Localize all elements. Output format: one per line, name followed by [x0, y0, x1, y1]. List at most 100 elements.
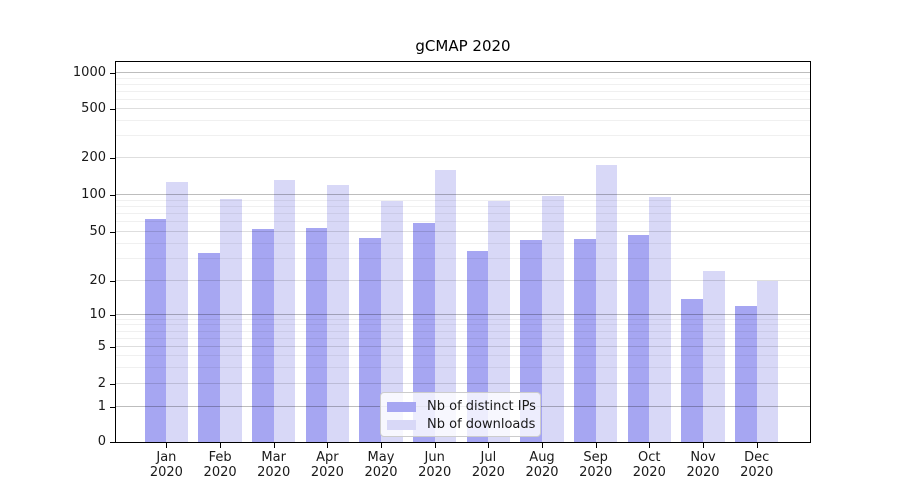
gridline-300 [116, 135, 810, 137]
y-tick-100 [110, 195, 115, 196]
chart-title: gCMAP 2020 [415, 37, 511, 55]
y-tick-label-1: 1 [97, 399, 106, 414]
y-tick-label-2: 2 [97, 376, 106, 391]
legend-swatch-distinct-ips [387, 401, 416, 412]
gridline-90 [116, 199, 810, 201]
y-tick-1000 [110, 73, 115, 74]
bar-distinct-ips-nov [681, 298, 703, 442]
y-tick-label-200: 200 [81, 150, 106, 165]
legend: Nb of distinct IPs Nb of downloads [380, 392, 541, 437]
bar-distinct-ips-may [359, 237, 382, 442]
x-tick-apr [327, 443, 329, 448]
x-tick-dec [756, 443, 758, 448]
y-tick-0 [110, 442, 115, 443]
x-tick-jan [166, 443, 168, 448]
gridline-60 [116, 221, 810, 223]
bar-downloads-mar [273, 179, 296, 442]
gridline-4 [116, 355, 810, 356]
gridline-600 [116, 98, 810, 100]
grid-layer [116, 62, 810, 442]
x-tick-oct [649, 443, 651, 448]
gridline-80 [116, 205, 810, 207]
gridline-7 [116, 330, 810, 332]
x-tick-label-nov: Nov 2020 [686, 450, 720, 480]
gridline-400 [116, 119, 810, 121]
bar-downloads-aug [542, 195, 564, 442]
bar-downloads-jun [434, 169, 457, 442]
y-tick-50 [110, 232, 115, 233]
x-tick-feb [220, 443, 222, 448]
gridline-900 [116, 77, 810, 79]
y-tick-2 [110, 384, 115, 385]
gridline-40 [116, 242, 810, 244]
gridline-30 [116, 258, 810, 260]
x-tick-may [381, 443, 382, 448]
x-tick-nov [703, 443, 704, 448]
x-tick-jun [434, 443, 436, 448]
bar-distinct-ips-mar [252, 228, 274, 442]
x-tick-sep [595, 443, 597, 448]
legend-label-downloads: Nb of downloads [427, 416, 536, 432]
gridline-10 [116, 314, 810, 315]
bar-downloads-oct [649, 196, 672, 442]
gridline-1000 [116, 72, 810, 73]
bar-downloads-nov [703, 271, 725, 442]
y-tick-label-50: 50 [89, 224, 106, 239]
gridline-5 [116, 346, 810, 347]
x-tick-mar [273, 443, 275, 448]
bars-layer [116, 62, 810, 442]
y-tick-label-500: 500 [81, 101, 106, 116]
bar-downloads-sep [595, 165, 618, 442]
y-tick-20 [110, 281, 115, 282]
bar-downloads-apr [327, 185, 350, 442]
x-tick-label-may: May 2020 [364, 450, 398, 480]
gridline-2 [116, 383, 810, 384]
bar-downloads-dec [756, 281, 779, 442]
gridline-8 [116, 324, 810, 326]
gridline-100 [116, 194, 810, 195]
y-tick-1 [110, 407, 115, 408]
x-tick-label-oct: Oct 2020 [632, 450, 666, 480]
x-tick-label-aug: Aug 2020 [525, 450, 559, 480]
y-tick-5 [110, 347, 115, 348]
bar-distinct-ips-aug [520, 240, 542, 442]
x-tick-label-sep: Sep 2020 [579, 450, 613, 480]
y-tick-10 [110, 315, 115, 316]
bar-downloads-may [381, 200, 403, 442]
bar-distinct-ips-apr [305, 227, 328, 442]
x-tick-label-jan: Jan 2020 [149, 450, 183, 480]
y-tick-200 [110, 158, 115, 159]
bar-distinct-ips-jun [413, 223, 435, 442]
x-tick-jul [488, 443, 490, 448]
y-tick-label-100: 100 [81, 187, 106, 202]
y-tick-label-0: 0 [97, 434, 106, 449]
y-tick-500 [110, 109, 115, 110]
x-tick-label-jul: Jul 2020 [471, 450, 505, 480]
x-tick-label-apr: Apr 2020 [310, 450, 344, 480]
y-tick-label-10: 10 [89, 307, 106, 322]
gridline-500 [116, 108, 810, 109]
bar-distinct-ips-jan [144, 218, 167, 442]
bar-downloads-jan [166, 181, 189, 442]
bar-distinct-ips-sep [573, 238, 596, 442]
bar-distinct-ips-feb [198, 252, 221, 442]
legend-label-distinct-ips: Nb of distinct IPs [427, 398, 536, 414]
gridline-3 [116, 366, 810, 368]
y-tick-label-5: 5 [97, 339, 106, 354]
y-tick-label-20: 20 [89, 273, 106, 288]
bar-distinct-ips-oct [627, 235, 650, 442]
legend-swatch-downloads [387, 419, 416, 430]
bar-downloads-jul [488, 201, 511, 442]
y-tick-label-1000: 1000 [72, 65, 106, 80]
plot-area [115, 61, 811, 443]
gridline-70 [116, 213, 810, 214]
x-tick-aug [542, 443, 543, 448]
x-tick-label-feb: Feb 2020 [203, 450, 237, 480]
gridline-50 [116, 231, 810, 232]
bar-distinct-ips-dec [734, 306, 757, 442]
bar-downloads-feb [220, 198, 242, 442]
x-tick-label-mar: Mar 2020 [257, 450, 291, 480]
x-tick-label-jun: Jun 2020 [418, 450, 452, 480]
gridline-9 [116, 318, 810, 320]
